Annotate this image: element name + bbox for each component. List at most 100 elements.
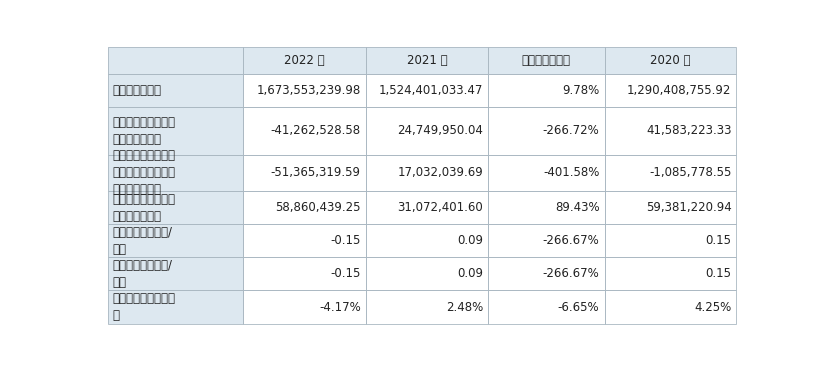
- Bar: [366, 257, 489, 290]
- Bar: [605, 224, 737, 257]
- Text: 58,860,439.25: 58,860,439.25: [275, 201, 361, 214]
- Bar: [366, 191, 489, 224]
- Text: 稀释每股收益（元/
股）: 稀释每股收益（元/ 股）: [113, 259, 172, 289]
- Bar: [108, 257, 243, 290]
- Text: 9.78%: 9.78%: [562, 84, 599, 97]
- Text: 41,583,223.33: 41,583,223.33: [646, 124, 732, 137]
- Bar: [605, 107, 737, 155]
- Bar: [605, 155, 737, 191]
- Text: 1,524,401,033.47: 1,524,401,033.47: [379, 84, 483, 97]
- Bar: [243, 107, 366, 155]
- Bar: [605, 257, 737, 290]
- Bar: [605, 290, 737, 324]
- Bar: [366, 257, 489, 290]
- Bar: [489, 290, 605, 324]
- Bar: [489, 191, 605, 224]
- Text: -4.17%: -4.17%: [319, 300, 361, 313]
- Bar: [605, 74, 737, 107]
- Bar: [489, 257, 605, 290]
- Text: 2.48%: 2.48%: [446, 300, 483, 313]
- Bar: [243, 155, 366, 191]
- Bar: [108, 47, 243, 74]
- Text: 0.15: 0.15: [705, 234, 732, 247]
- Bar: [366, 47, 489, 74]
- Text: 营业收入（元）: 营业收入（元）: [113, 84, 162, 97]
- Bar: [108, 290, 243, 324]
- Bar: [366, 74, 489, 107]
- Bar: [489, 155, 605, 191]
- Bar: [366, 155, 489, 191]
- Text: -41,262,528.58: -41,262,528.58: [270, 124, 361, 137]
- Text: -0.15: -0.15: [330, 268, 361, 280]
- Text: 0.15: 0.15: [705, 268, 732, 280]
- Text: 本年比上年增减: 本年比上年增减: [522, 54, 571, 67]
- Bar: [489, 107, 605, 155]
- Text: 1,290,408,755.92: 1,290,408,755.92: [627, 84, 732, 97]
- Text: 2022 年: 2022 年: [284, 54, 325, 67]
- Bar: [108, 191, 243, 224]
- Bar: [489, 155, 605, 191]
- Bar: [605, 155, 737, 191]
- Text: 4.25%: 4.25%: [694, 300, 732, 313]
- Text: 2020 年: 2020 年: [650, 54, 691, 67]
- Bar: [108, 74, 243, 107]
- Bar: [366, 155, 489, 191]
- Bar: [108, 191, 243, 224]
- Bar: [108, 107, 243, 155]
- Bar: [243, 47, 366, 74]
- Bar: [366, 224, 489, 257]
- Bar: [489, 74, 605, 107]
- Bar: [366, 74, 489, 107]
- Text: -266.72%: -266.72%: [543, 124, 599, 137]
- Text: 2021 年: 2021 年: [407, 54, 447, 67]
- Bar: [489, 224, 605, 257]
- Text: -266.67%: -266.67%: [543, 234, 599, 247]
- Bar: [243, 107, 366, 155]
- Bar: [605, 224, 737, 257]
- Bar: [243, 74, 366, 107]
- Bar: [243, 47, 366, 74]
- Bar: [605, 290, 737, 324]
- Bar: [243, 191, 366, 224]
- Bar: [605, 191, 737, 224]
- Bar: [489, 107, 605, 155]
- Bar: [489, 224, 605, 257]
- Bar: [366, 107, 489, 155]
- Text: 基本每股收益（元/
股）: 基本每股收益（元/ 股）: [113, 226, 172, 256]
- Text: 59,381,220.94: 59,381,220.94: [646, 201, 732, 214]
- Bar: [108, 107, 243, 155]
- Bar: [366, 47, 489, 74]
- Text: 17,032,039.69: 17,032,039.69: [397, 166, 483, 179]
- Text: 0.09: 0.09: [457, 234, 483, 247]
- Bar: [108, 155, 243, 191]
- Text: 0.09: 0.09: [457, 268, 483, 280]
- Bar: [489, 47, 605, 74]
- Bar: [366, 191, 489, 224]
- Text: -6.65%: -6.65%: [558, 300, 599, 313]
- Bar: [489, 257, 605, 290]
- Text: 归属于上市公司股东
的净利润（元）: 归属于上市公司股东 的净利润（元）: [113, 116, 176, 146]
- Bar: [108, 257, 243, 290]
- Bar: [108, 47, 243, 74]
- Bar: [243, 290, 366, 324]
- Bar: [489, 191, 605, 224]
- Bar: [108, 224, 243, 257]
- Bar: [366, 290, 489, 324]
- Bar: [243, 74, 366, 107]
- Bar: [108, 224, 243, 257]
- Bar: [108, 155, 243, 191]
- Text: 1,673,553,239.98: 1,673,553,239.98: [256, 84, 361, 97]
- Bar: [243, 191, 366, 224]
- Bar: [108, 74, 243, 107]
- Text: 31,072,401.60: 31,072,401.60: [397, 201, 483, 214]
- Text: 加权平均净资产收益
率: 加权平均净资产收益 率: [113, 292, 176, 322]
- Bar: [605, 74, 737, 107]
- Bar: [605, 257, 737, 290]
- Text: -0.15: -0.15: [330, 234, 361, 247]
- Text: 经营活动产生的现金
流量净额（元）: 经营活动产生的现金 流量净额（元）: [113, 192, 176, 222]
- Text: 24,749,950.04: 24,749,950.04: [397, 124, 483, 137]
- Bar: [366, 224, 489, 257]
- Bar: [605, 47, 737, 74]
- Bar: [243, 224, 366, 257]
- Text: -266.67%: -266.67%: [543, 268, 599, 280]
